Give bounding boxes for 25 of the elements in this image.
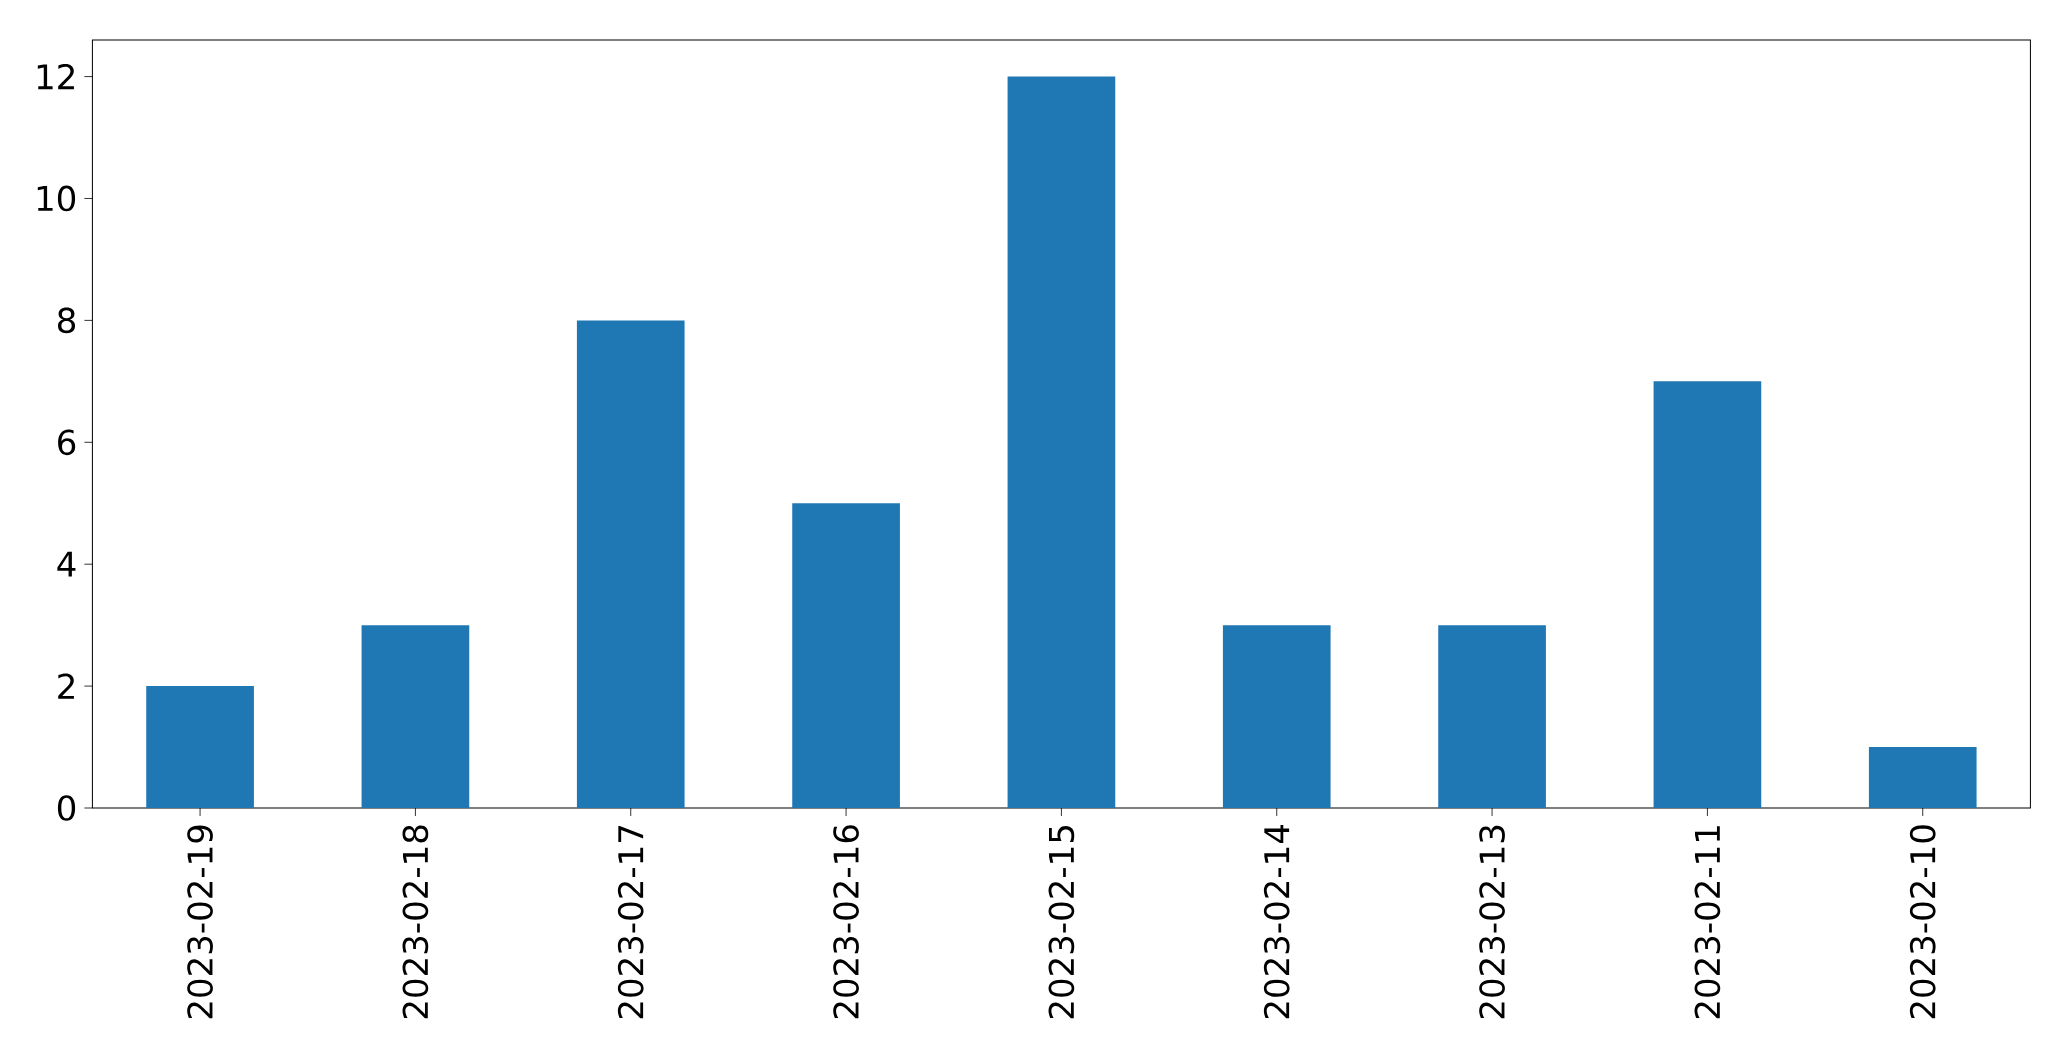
y-tick-label: 8 (58, 307, 76, 334)
bar (576, 320, 685, 808)
y-tick-label: 10 (37, 185, 76, 212)
bar (1438, 625, 1546, 808)
bar (1222, 625, 1331, 808)
y-tick-label: 0 (57, 795, 76, 821)
bar (1868, 747, 1977, 808)
x-tick-label: 2023-02-17 (617, 826, 644, 1019)
x-tick-label: 2023-02-15 (1048, 826, 1075, 1019)
x-tick-label: 2023-02-11 (1694, 826, 1721, 1019)
x-tick-label: 2023-02-14 (1263, 825, 1290, 1019)
bar (361, 625, 470, 808)
x-tick-label: 2023-02-10 (1909, 825, 1936, 1019)
x-tick-label: 2023-02-13 (1479, 825, 1505, 1019)
y-tick-label: 6 (58, 429, 76, 456)
x-tick-label: 2023-02-16 (833, 825, 859, 1019)
y-tick-label: 2 (58, 673, 74, 699)
x-tick-label: 2023-02-19 (187, 825, 213, 1019)
bar (146, 686, 254, 808)
bar (792, 503, 900, 808)
bar (1653, 381, 1762, 808)
bar (1007, 76, 1116, 808)
y-tick-label: 12 (37, 63, 74, 90)
y-tick-label: 4 (57, 551, 76, 577)
x-tick-label: 2023-02-18 (402, 825, 429, 1019)
